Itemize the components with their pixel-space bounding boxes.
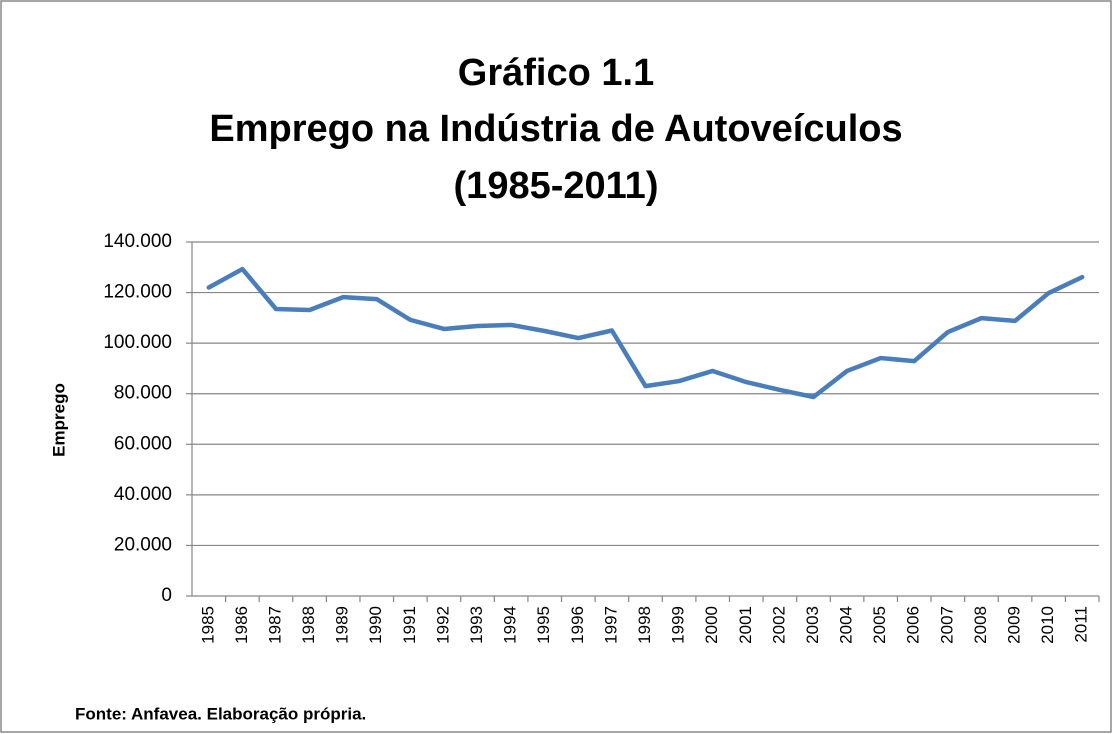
x-tick-label: 1990 (366, 606, 385, 644)
data-line (206, 266, 1085, 400)
y-tick-label: 120.000 (103, 282, 172, 303)
x-tick-label: 1996 (568, 606, 587, 644)
x-tick-label: 1988 (299, 606, 318, 644)
x-tick-label: 2011 (1072, 606, 1091, 643)
x-tick-label: 1999 (669, 606, 688, 644)
x-tick-label: 1997 (601, 606, 620, 644)
y-tick-label: 100.000 (103, 332, 172, 353)
x-tick-label: 2000 (702, 606, 721, 644)
x-tick-label: 2010 (1038, 606, 1057, 644)
x-tick-label: 1991 (400, 606, 419, 644)
y-tick-label: 140.000 (103, 231, 172, 252)
x-tick-label: 1986 (232, 606, 251, 644)
y-tick-label: 60.000 (114, 433, 172, 454)
x-tick-label: 1994 (501, 606, 520, 644)
y-tick-label: 80.000 (114, 383, 172, 404)
x-tick-label: 2009 (1005, 606, 1024, 644)
x-tick-label: 2003 (803, 606, 822, 644)
chart-title: (1985-2011) (454, 165, 659, 207)
y-tick-label: 20.000 (114, 534, 172, 555)
x-tick-label: 1998 (635, 606, 654, 644)
x-tick-label: 1992 (433, 606, 452, 644)
x-tick-label: 2008 (971, 606, 990, 644)
x-tick-label: 1995 (534, 606, 553, 644)
y-axis-label: Emprego (49, 383, 68, 457)
x-tick-label: 1987 (265, 606, 284, 644)
x-tick-label: 1985 (198, 606, 217, 644)
x-tick-label: 2001 (736, 606, 755, 644)
x-tick-label: 1993 (467, 606, 486, 644)
x-tick-label: 2007 (937, 606, 956, 644)
x-tick-label: 1989 (333, 606, 352, 644)
chart-title: Gráfico 1.1 (458, 52, 654, 94)
x-tick-label: 2004 (837, 606, 856, 644)
chart-title: Emprego na Indústria de Autoveículos (209, 108, 902, 150)
source-note: Fonte: Anfavea. Elaboração própria. (75, 704, 366, 723)
x-tick-label: 2002 (769, 606, 788, 644)
x-tick-label: 2006 (904, 606, 923, 644)
x-tick-label: 2005 (870, 606, 889, 644)
y-tick-label: 0 (161, 585, 172, 606)
y-tick-label: 40.000 (114, 484, 172, 505)
